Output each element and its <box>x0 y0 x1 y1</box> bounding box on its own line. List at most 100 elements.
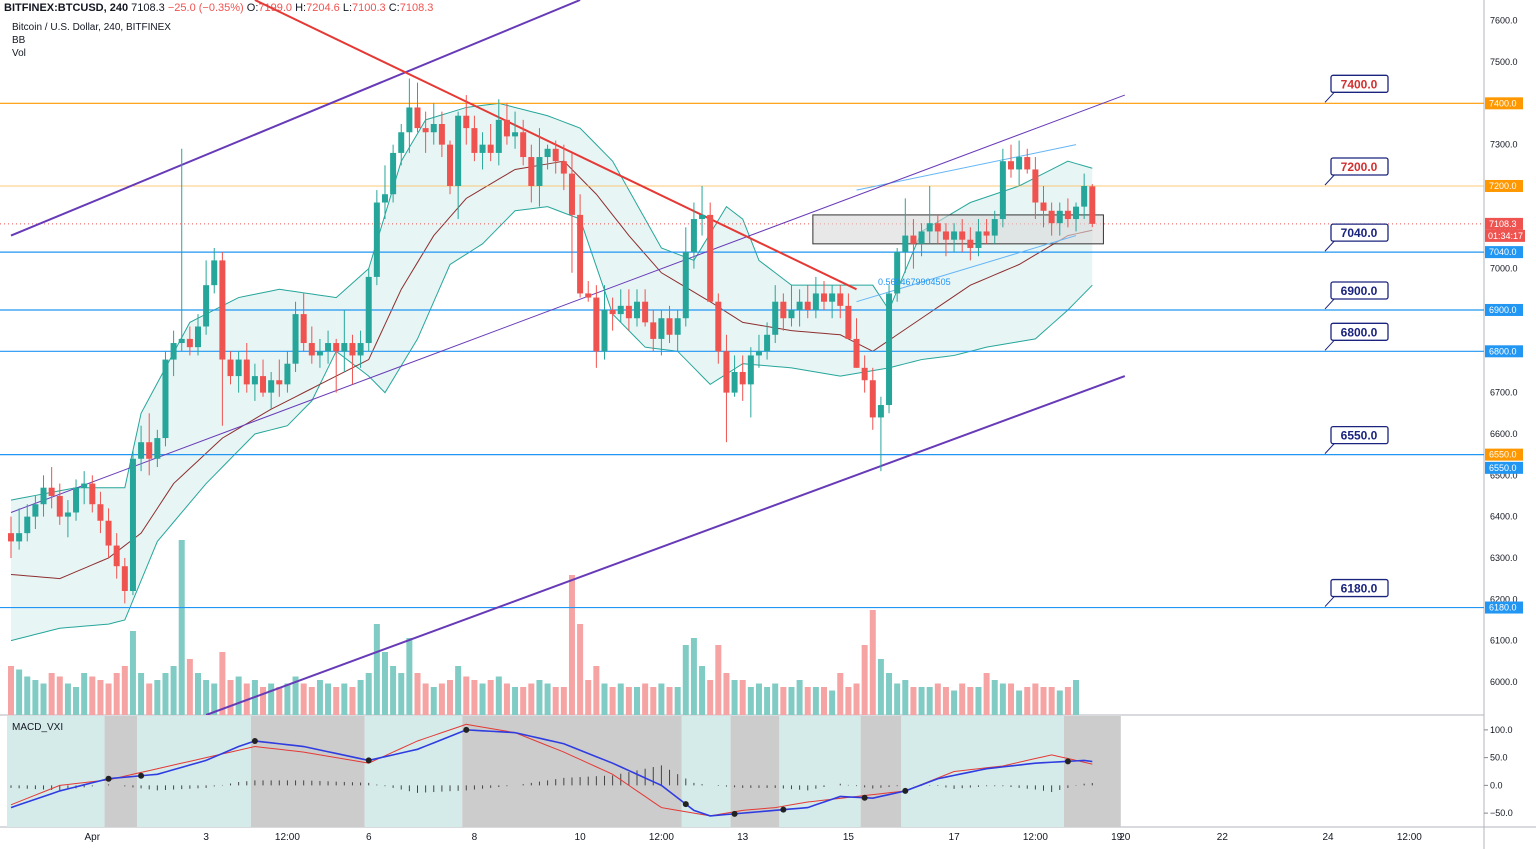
time-tick-6: 6 <box>366 832 372 843</box>
candle-body <box>170 343 177 360</box>
candle-body <box>739 371 746 385</box>
chart-title: Bitcoin / U.S. Dollar, 240, BITFINEX <box>12 22 171 33</box>
candle-body <box>926 223 933 232</box>
volume-bar <box>942 687 949 715</box>
callout-box <box>1330 223 1389 242</box>
macd-cross-dot <box>902 787 909 794</box>
indicator-bb[interactable]: BB <box>12 35 26 46</box>
macd-cross-dot <box>365 757 372 764</box>
callout-label-7200.0: 7200.0 <box>1341 160 1378 174</box>
volume-bar <box>1007 683 1014 715</box>
candle-body <box>243 359 250 385</box>
candle-body <box>886 293 893 406</box>
candle-body <box>32 504 39 517</box>
candle-body <box>8 533 14 542</box>
volume-bar <box>707 680 714 715</box>
volume-bar <box>1056 690 1063 715</box>
price-tag-bg <box>1485 345 1523 358</box>
candle-body <box>129 458 136 592</box>
price-tick-7500.0: 7500.0 <box>1490 57 1518 67</box>
macd-shade <box>681 716 731 827</box>
volume-bar <box>121 666 128 715</box>
volume-bar <box>414 673 421 715</box>
volume-bar <box>951 690 958 715</box>
candle-body <box>487 144 494 153</box>
volume-bar <box>715 645 722 715</box>
time-tick-15: 15 <box>843 832 855 843</box>
macd-cross-dot <box>682 801 689 808</box>
volume-bar <box>747 687 754 715</box>
candle-body <box>560 161 567 174</box>
close-label: C: <box>388 2 400 14</box>
macd-shade <box>1063 716 1121 827</box>
volume-bar <box>113 673 120 715</box>
macd-shade <box>860 716 902 827</box>
macd-tick-−50.0: −50.0 <box>1490 808 1513 818</box>
volume-bar <box>609 687 616 715</box>
time-tick-20: 20 <box>1119 832 1131 843</box>
price-tag-bg <box>1485 246 1523 259</box>
candle-body <box>690 219 697 253</box>
volume-bar <box>284 683 291 715</box>
volume-bar <box>544 683 551 715</box>
candle-body <box>536 157 543 186</box>
volume-bar <box>260 687 267 715</box>
macd-cross-dot <box>780 806 787 813</box>
candle-body <box>918 231 925 244</box>
candle-body <box>601 309 608 352</box>
volume-bar <box>585 680 592 715</box>
volume-bar <box>650 687 657 715</box>
candle-body <box>178 338 185 344</box>
candle-body <box>284 363 291 385</box>
macd-cross-dot <box>731 810 738 817</box>
candle-body <box>788 309 795 319</box>
time-tick-Apr: Apr <box>85 832 101 843</box>
candle-body <box>357 343 364 356</box>
candle-body <box>1016 157 1023 170</box>
macd-shade <box>7 716 105 827</box>
indicator-vol[interactable]: Vol <box>12 48 26 59</box>
volume-bar <box>755 683 762 715</box>
candle-body <box>853 338 860 368</box>
volume-bar <box>731 680 738 715</box>
countdown-bg <box>1485 229 1525 242</box>
last-price: 7108.3 <box>131 2 165 14</box>
candle-body <box>479 144 486 153</box>
price-tag-bg <box>1485 448 1523 461</box>
time-tick-12:00: 12:00 <box>1397 832 1422 843</box>
candle-body <box>333 343 340 352</box>
trendline-2 <box>205 375 1126 715</box>
volume-bar <box>837 673 844 715</box>
volume-bar <box>154 680 161 715</box>
candle-body <box>251 376 258 385</box>
fib-ratio-label: 0.5694679904505 <box>878 277 951 287</box>
price-tag-bg <box>1485 303 1523 316</box>
macd-cross-dot <box>861 794 868 801</box>
price-tag-7040.0: 7040.0 <box>1489 247 1517 257</box>
volume-bar <box>886 673 893 715</box>
volume-bar <box>699 666 706 715</box>
volume-bar <box>690 638 697 715</box>
candle-body <box>260 376 267 393</box>
volume-bar <box>845 687 852 715</box>
bb-lower-band <box>10 206 1093 642</box>
volume-bar <box>325 683 332 715</box>
volume-bar <box>170 666 177 715</box>
volume-bar <box>495 676 502 715</box>
volume-bar <box>276 687 283 715</box>
price-tag-bg <box>1485 179 1523 192</box>
candle-body <box>577 214 584 294</box>
volume-bar <box>40 683 47 715</box>
candle-body <box>495 119 502 153</box>
candle-body <box>512 132 519 137</box>
macd-shade <box>462 716 682 827</box>
volume-bar <box>634 687 641 715</box>
candle-body <box>1040 202 1047 211</box>
time-tick-24: 24 <box>1322 832 1334 843</box>
volume-bar <box>577 624 584 715</box>
candle-body <box>942 231 949 240</box>
candle-body <box>747 355 754 385</box>
indicator-macd[interactable]: MACD_VXI <box>12 722 64 733</box>
price-tick-6500.0: 6500.0 <box>1490 470 1518 480</box>
